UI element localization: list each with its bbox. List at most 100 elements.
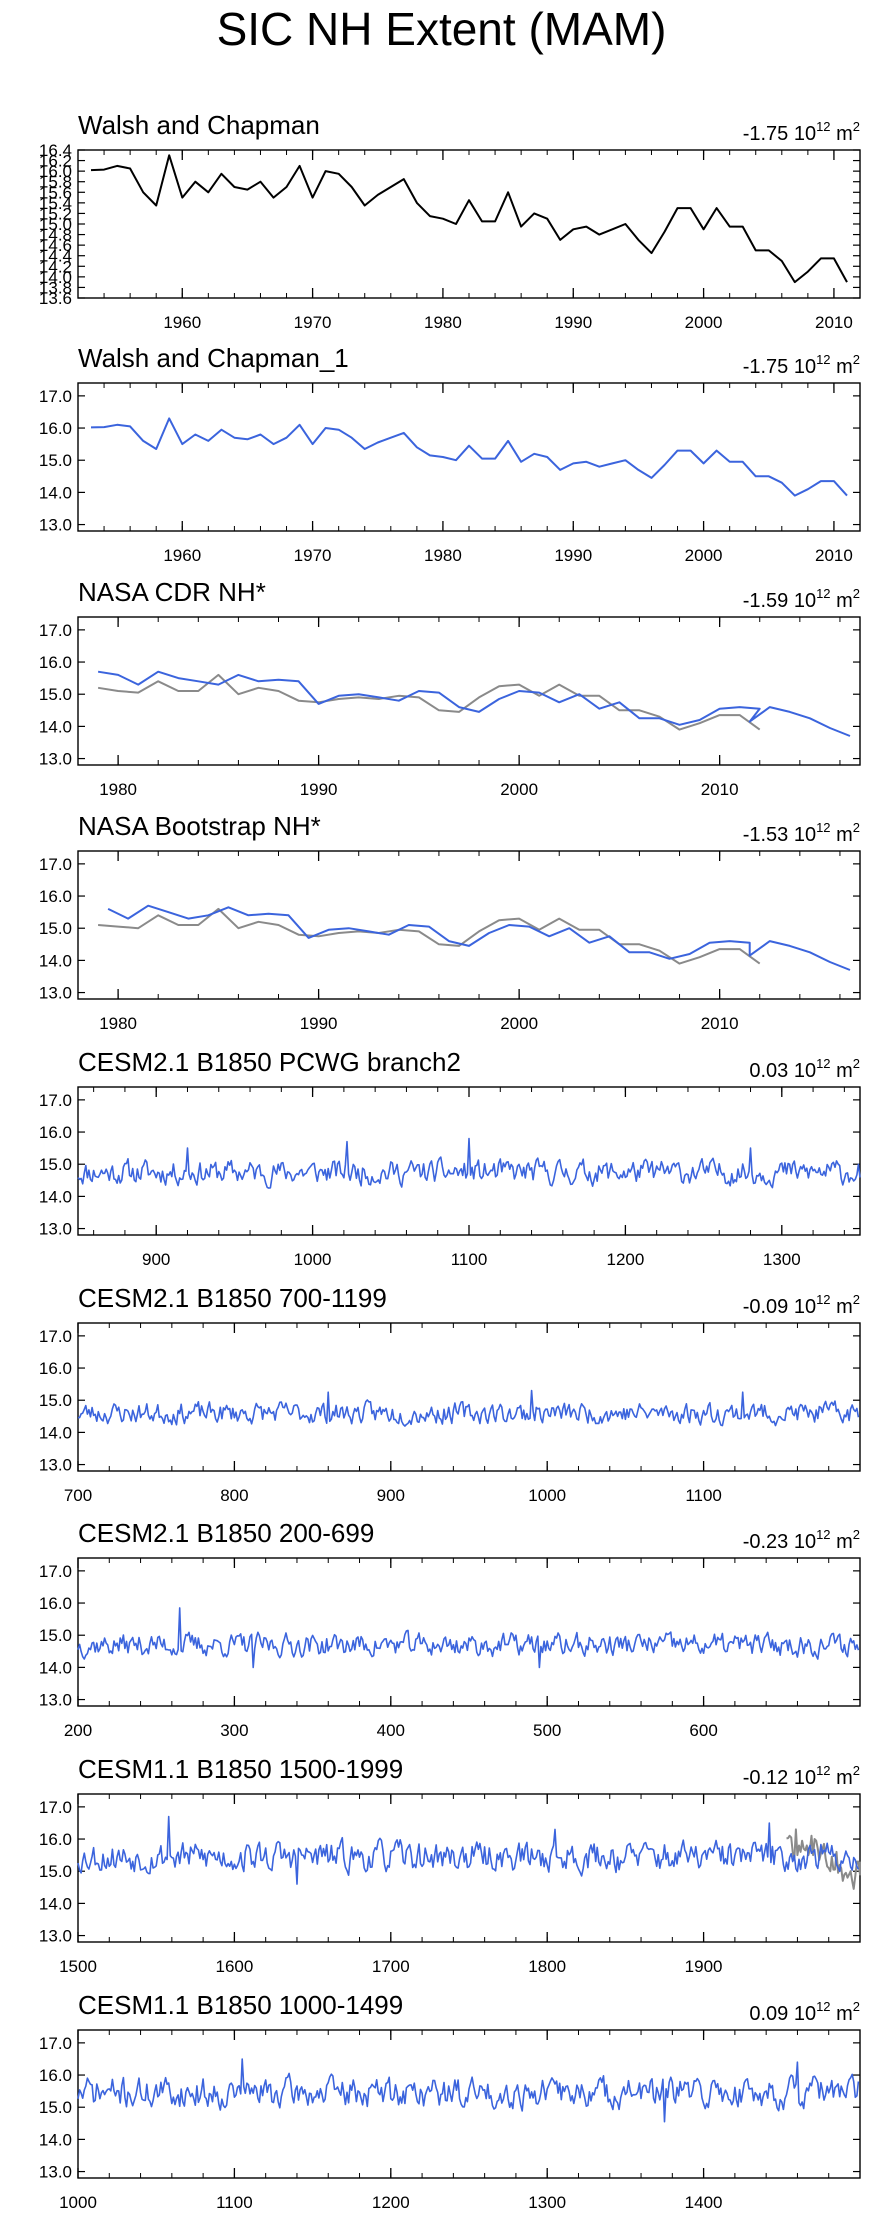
plot-frame xyxy=(77,1086,861,1236)
y-tick-label: 15.0 xyxy=(39,685,72,704)
y-tick-label: 15.0 xyxy=(39,451,72,470)
plot-frame xyxy=(77,1557,861,1707)
x-tick-label: 1100 xyxy=(216,2193,253,2212)
y-tick-label: 17.0 xyxy=(39,621,72,640)
y-tick-label: 15.6 xyxy=(39,183,72,202)
x-tick-label: 800 xyxy=(220,1486,248,1505)
x-tick-label: 1300 xyxy=(763,1250,801,1269)
y-tick-label: 14.4 xyxy=(39,247,72,266)
plot-frame xyxy=(77,850,861,1000)
trend-label: -0.12 1012 m2 xyxy=(743,1763,860,1789)
y-tick-label: 16.0 xyxy=(39,1359,72,1378)
y-tick-label: 15.2 xyxy=(39,204,72,223)
y-tick-label: 16.2 xyxy=(39,152,72,171)
y-tick-label: 16.0 xyxy=(39,1594,72,1613)
x-tick-label: 1960 xyxy=(163,546,201,565)
x-tick-label: 1000 xyxy=(59,2193,97,2212)
trend-label: -0.23 1012 m2 xyxy=(743,1527,860,1553)
series-line xyxy=(90,154,848,284)
x-tick-label: 1100 xyxy=(451,1250,488,1269)
y-tick-label: 15.4 xyxy=(39,194,72,213)
y-tick-label: 14.0 xyxy=(39,1894,72,1913)
y-tick-label: 14.0 xyxy=(39,1423,72,1442)
panel-title: CESM2.1 B1850 200-699 xyxy=(78,1518,374,1548)
y-tick-label: 15.0 xyxy=(39,215,72,234)
x-tick-label: 1200 xyxy=(606,1250,644,1269)
x-tick-label: 1800 xyxy=(528,1957,566,1976)
x-tick-label: 1980 xyxy=(99,1014,137,1033)
series-line xyxy=(77,2058,860,2123)
y-tick-label: 15.0 xyxy=(39,1155,72,1174)
panel-title: Walsh and Chapman xyxy=(78,110,320,140)
x-tick-label: 2000 xyxy=(685,313,723,332)
x-tick-label: 2010 xyxy=(701,780,739,799)
y-tick-label: 16.4 xyxy=(39,141,72,160)
y-tick-label: 14.0 xyxy=(39,2130,72,2149)
y-tick-label: 16.0 xyxy=(39,1830,72,1849)
x-tick-label: 2000 xyxy=(685,546,723,565)
x-tick-label: 2010 xyxy=(701,1014,739,1033)
panel-title: NASA Bootstrap NH* xyxy=(78,811,321,841)
y-tick-label: 16.0 xyxy=(39,887,72,906)
x-tick-label: 1500 xyxy=(59,1957,97,1976)
trend-label: -1.75 1012 m2 xyxy=(743,352,860,378)
panel-1: Walsh and Chapman -1.75 1012 m213.613.814… xyxy=(39,110,861,332)
x-tick-label: 1970 xyxy=(294,546,332,565)
x-tick-label: 1400 xyxy=(685,2193,723,2212)
y-tick-label: 15.0 xyxy=(39,919,72,938)
y-tick-label: 14.0 xyxy=(39,1658,72,1677)
trend-label: 0.03 1012 m2 xyxy=(749,1056,860,1082)
y-tick-label: 17.0 xyxy=(39,855,72,874)
x-tick-label: 1990 xyxy=(300,780,338,799)
x-tick-label: 1980 xyxy=(99,780,137,799)
x-tick-label: 1300 xyxy=(528,2193,566,2212)
series-line xyxy=(77,1815,860,1885)
x-tick-label: 900 xyxy=(377,1486,405,1505)
x-tick-label: 2010 xyxy=(815,313,853,332)
x-tick-label: 2000 xyxy=(500,1014,538,1033)
x-tick-label: 1990 xyxy=(554,313,592,332)
y-tick-label: 14.8 xyxy=(39,226,72,245)
y-tick-label: 14.0 xyxy=(39,483,72,502)
y-tick-label: 14.2 xyxy=(39,257,72,276)
y-tick-label: 14.0 xyxy=(39,1187,72,1206)
trend-label: -1.53 1012 m2 xyxy=(743,820,860,846)
y-tick-label: 16.0 xyxy=(39,2066,72,2085)
page-title: SIC NH Extent (MAM) xyxy=(216,3,667,55)
y-tick-label: 17.0 xyxy=(39,1562,72,1581)
x-tick-label: 1970 xyxy=(294,313,332,332)
panel-9: CESM1.1 B1850 1000-1499 0.09 1012 m2 13.0 1… xyxy=(39,1990,861,2212)
y-tick-label: 17.0 xyxy=(39,1327,72,1346)
series-line xyxy=(97,670,851,737)
y-tick-label: 13.0 xyxy=(39,1220,72,1239)
y-tick-label: 13.0 xyxy=(39,2163,72,2182)
y-tick-label: 13.0 xyxy=(39,750,72,769)
x-tick-label: 1980 xyxy=(424,313,462,332)
y-tick-label: 14.0 xyxy=(39,717,72,736)
panel-7: CESM2.1 B1850 200-699 -0.23 1012 m2 13.0 14… xyxy=(39,1518,861,1740)
series-line xyxy=(107,904,851,971)
panel-title: CESM1.1 B1850 1500-1999 xyxy=(78,1754,403,1784)
y-tick-label: 13.8 xyxy=(39,278,72,297)
x-tick-label: 2010 xyxy=(815,546,853,565)
panel-4: NASA Bootstrap NH* -1.53 1012 m2 13.0 14.0 1… xyxy=(39,811,861,1033)
series-line xyxy=(98,907,761,965)
y-tick-label: 13.0 xyxy=(39,1456,72,1475)
series-line xyxy=(77,1389,860,1427)
y-tick-label: 15.8 xyxy=(39,173,72,192)
y-tick-label: 13.0 xyxy=(39,1927,72,1946)
plot-frame xyxy=(77,2029,861,2179)
y-tick-label: 14.0 xyxy=(39,268,72,287)
trend-label: -1.75 1012 m2 xyxy=(743,119,860,145)
x-tick-label: 1990 xyxy=(300,1014,338,1033)
y-tick-label: 13.0 xyxy=(39,516,72,535)
y-tick-label: 14.0 xyxy=(39,951,72,970)
panel-5: CESM2.1 B1850 PCWG branch2 0.03 1012 m2 13… xyxy=(39,1047,861,1269)
x-tick-label: 600 xyxy=(689,1721,717,1740)
plot-frame xyxy=(77,1793,861,1943)
y-tick-label: 16.0 xyxy=(39,653,72,672)
y-tick-label: 15.0 xyxy=(39,1391,72,1410)
panel-title: Walsh and Chapman_1 xyxy=(78,343,349,373)
y-tick-label: 16.0 xyxy=(39,419,72,438)
